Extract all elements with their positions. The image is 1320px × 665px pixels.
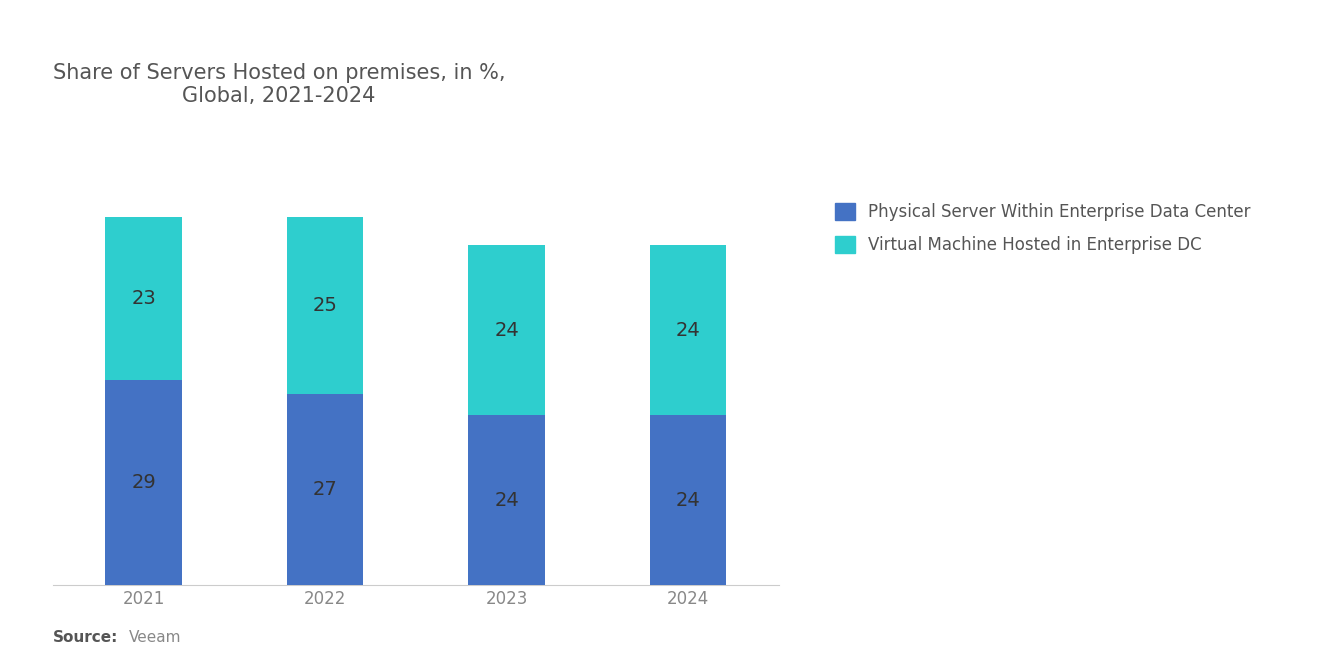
Bar — [469, 416, 545, 585]
Bar — [106, 217, 182, 380]
Text: 25: 25 — [313, 296, 338, 315]
Text: 24: 24 — [676, 321, 701, 340]
Bar — [106, 380, 182, 585]
Bar — [286, 217, 363, 394]
Text: Source:: Source: — [53, 630, 119, 645]
Text: 27: 27 — [313, 480, 338, 499]
Text: 24: 24 — [676, 491, 701, 510]
Legend: Physical Server Within Enterprise Data Center, Virtual Machine Hosted in Enterpr: Physical Server Within Enterprise Data C… — [826, 195, 1259, 263]
Bar — [469, 245, 545, 416]
Text: Share of Servers Hosted on premises, in %,
Global, 2021-2024: Share of Servers Hosted on premises, in … — [53, 63, 506, 106]
Bar — [649, 245, 726, 416]
Text: 29: 29 — [131, 473, 156, 492]
Text: 24: 24 — [494, 491, 519, 510]
Bar — [286, 394, 363, 585]
Bar — [649, 416, 726, 585]
Text: 23: 23 — [131, 289, 156, 308]
Text: Veeam: Veeam — [129, 630, 182, 645]
Text: 24: 24 — [494, 321, 519, 340]
